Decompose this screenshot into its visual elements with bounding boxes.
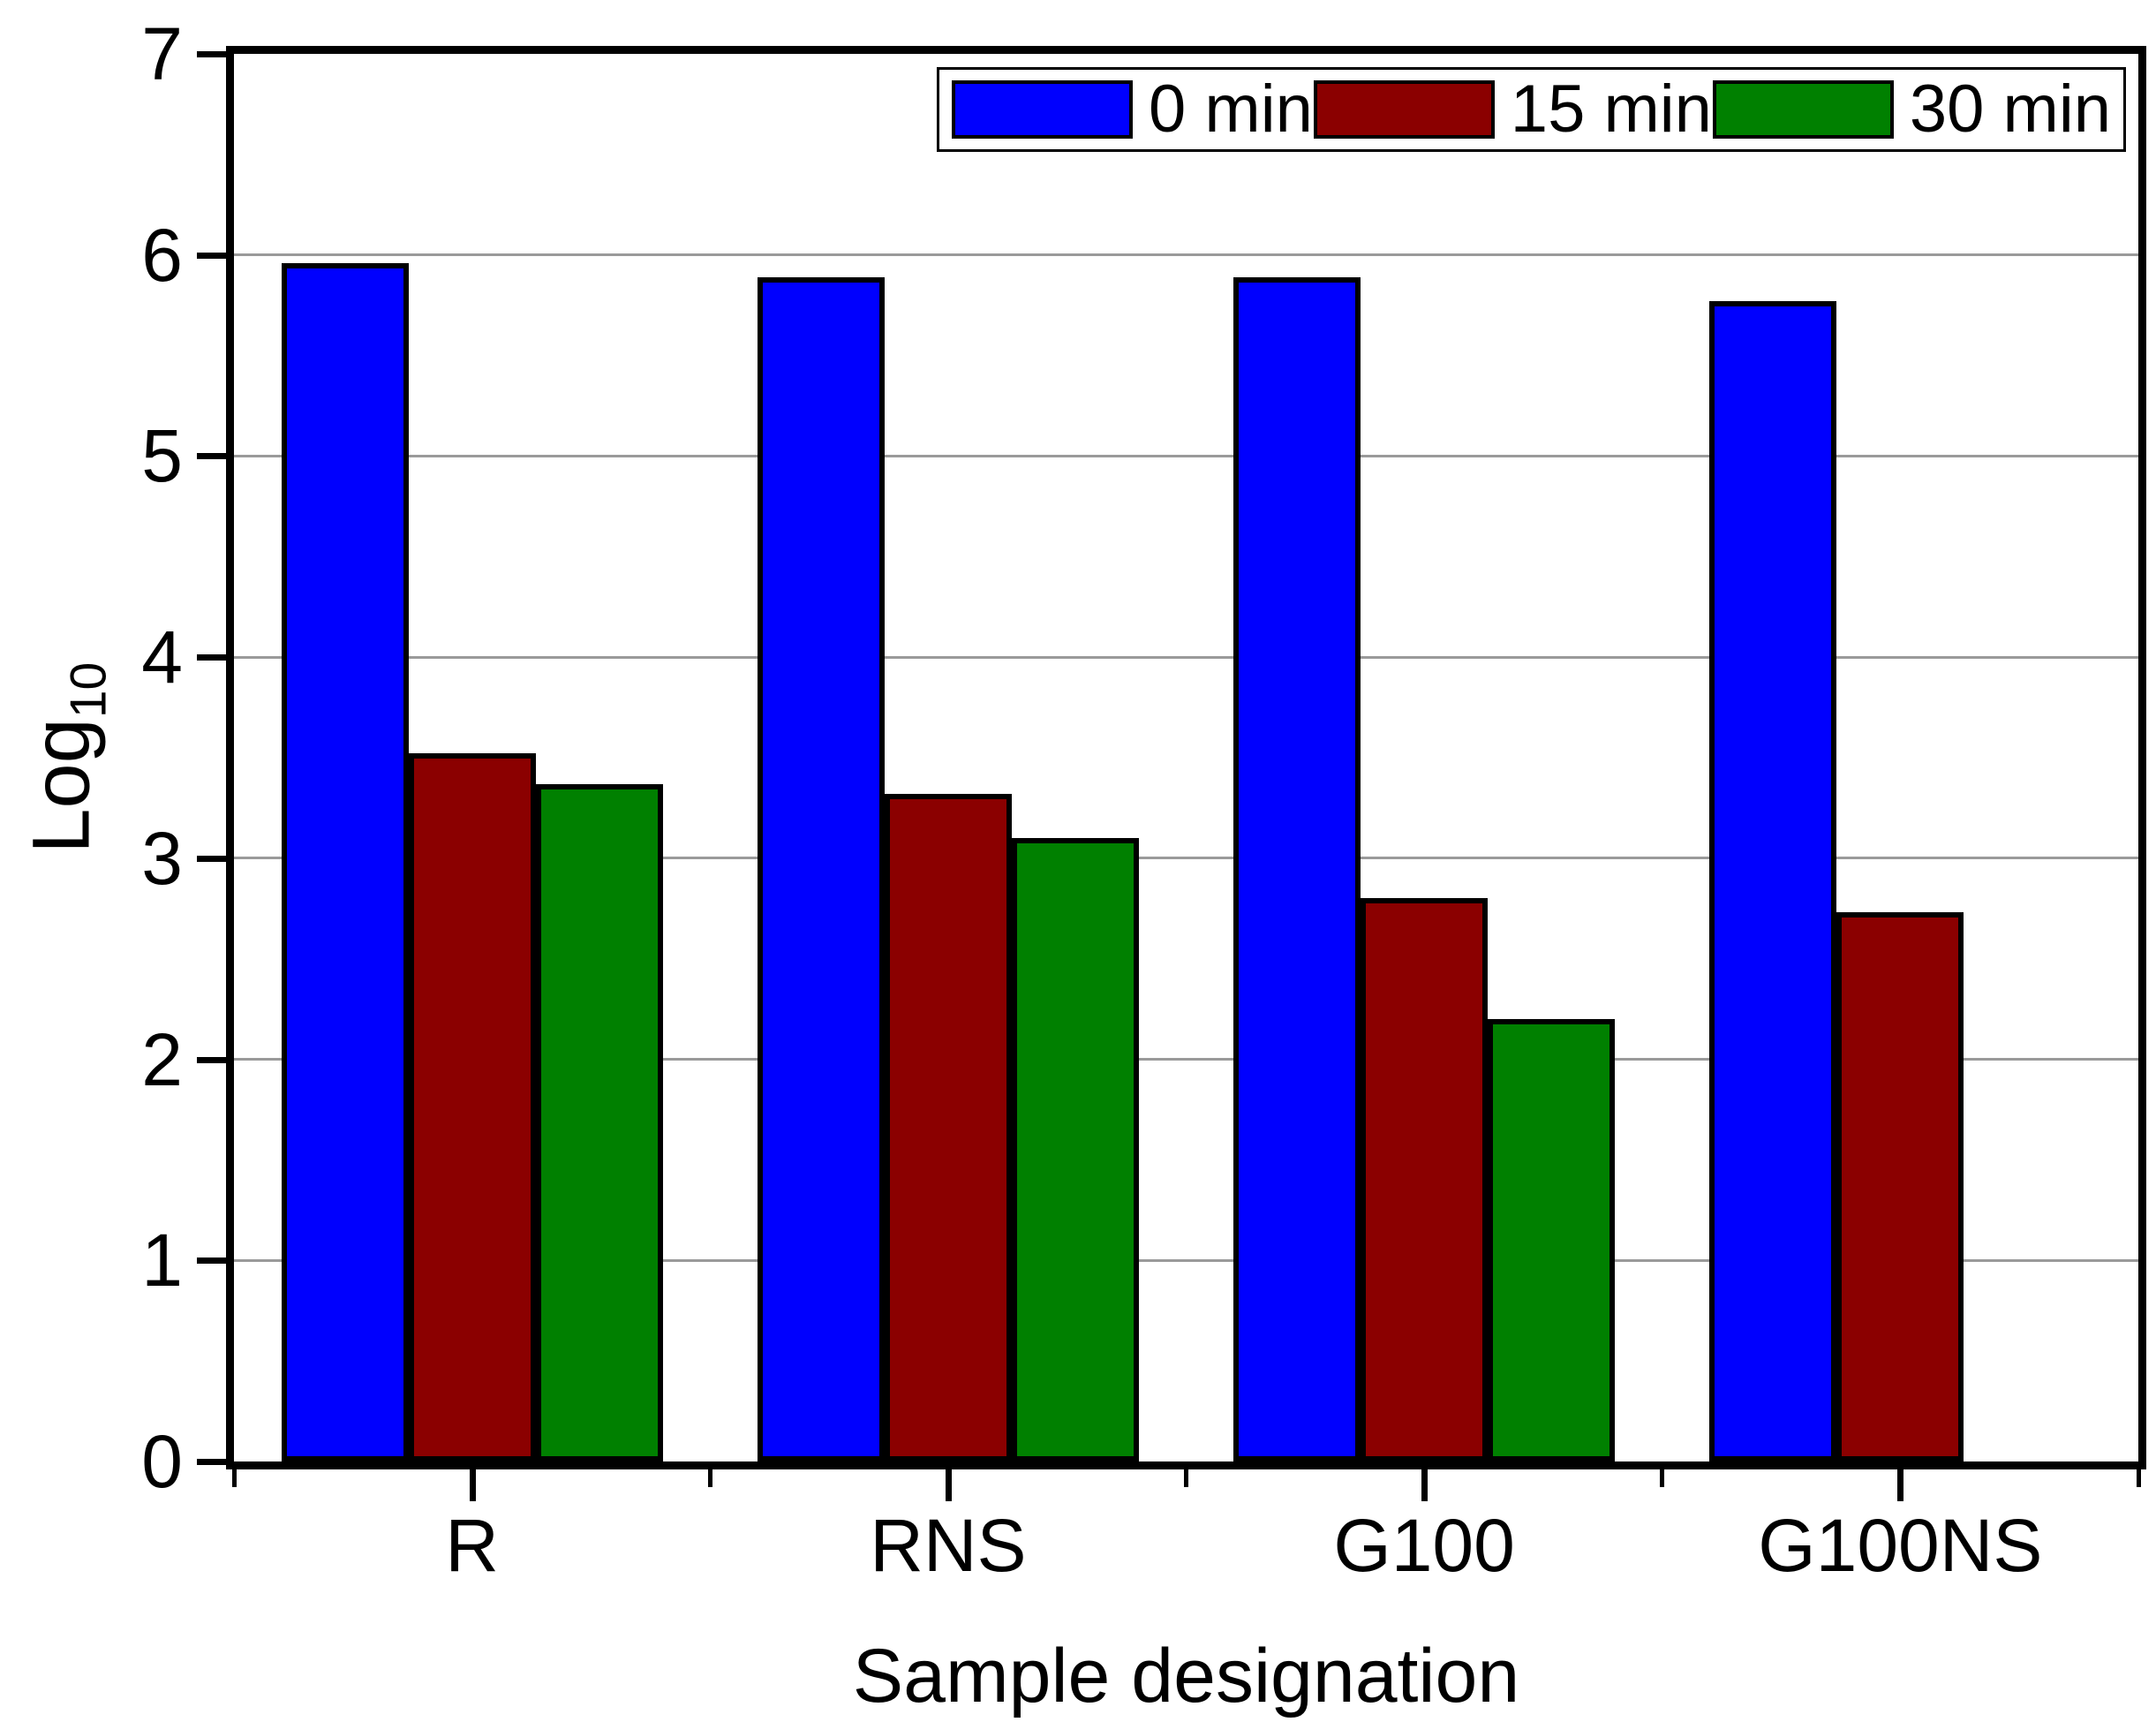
gridline-y1 <box>234 1258 2138 1262</box>
gridline-y5 <box>234 454 2138 457</box>
y-tick-5 <box>197 453 226 460</box>
x-tick-minor-3 <box>1660 1469 1665 1487</box>
x-category-label-G100: G100 <box>1333 1504 1515 1587</box>
x-tick-major-RNS <box>945 1469 952 1501</box>
bar-30min-G100 <box>1488 1019 1616 1461</box>
y-tick-label-2: 2 <box>141 1017 183 1101</box>
x-tick-minor-4 <box>2136 1469 2141 1487</box>
x-tick-major-G100NS <box>1897 1469 1904 1501</box>
gridline-y2 <box>234 1058 2138 1061</box>
y-tick-label-6: 6 <box>141 213 183 297</box>
x-axis-title: Sample designation <box>852 1634 1520 1718</box>
plot-area <box>226 46 2146 1469</box>
x-tick-major-G100 <box>1421 1469 1429 1501</box>
y-tick-7 <box>197 51 226 57</box>
legend-label-30min: 30 min <box>1909 72 2111 147</box>
gridline-y6 <box>234 253 2138 257</box>
y-tick-label-1: 1 <box>141 1219 183 1303</box>
legend-entry-0min: 0 min <box>952 76 1313 143</box>
bar-0min-G100NS <box>1709 301 1837 1461</box>
y-tick-2 <box>197 1056 226 1063</box>
y-tick-label-3: 3 <box>141 816 183 900</box>
legend-swatch-30min <box>1712 80 1894 139</box>
y-tick-label-7: 7 <box>141 12 183 95</box>
bar-15min-RNS <box>884 794 1012 1461</box>
bar-30min-R <box>535 784 663 1461</box>
x-tick-minor-2 <box>1184 1469 1188 1487</box>
y-tick-4 <box>197 654 226 661</box>
y-tick-label-5: 5 <box>141 414 183 498</box>
bar-0min-RNS <box>757 277 885 1461</box>
legend: 0 min 15 min 30 min <box>937 67 2126 152</box>
legend-entry-30min: 30 min <box>1712 72 2111 147</box>
gridline-y3 <box>234 857 2138 860</box>
legend-label-0min: 0 min <box>1149 72 1313 147</box>
legend-swatch-15min <box>1313 80 1495 139</box>
legend-entry-15min: 15 min <box>1313 72 1712 147</box>
plot-inner <box>234 54 2138 1461</box>
x-category-label-R: R <box>445 1504 499 1587</box>
gridline-y4 <box>234 655 2138 659</box>
y-tick-0 <box>197 1459 226 1465</box>
legend-label-15min: 15 min <box>1510 72 1712 147</box>
x-category-label-RNS: RNS <box>870 1504 1027 1587</box>
y-tick-3 <box>197 855 226 862</box>
bar-15min-R <box>408 753 536 1461</box>
legend-swatch-0min <box>952 80 1133 139</box>
bar-0min-R <box>281 263 409 1461</box>
bar-0min-G100 <box>1233 277 1361 1461</box>
bar-30min-RNS <box>1011 838 1139 1461</box>
x-tick-minor-1 <box>707 1469 712 1487</box>
y-tick-1 <box>197 1258 226 1265</box>
x-category-label-G100NS: G100NS <box>1758 1504 2043 1587</box>
y-tick-label-0: 0 <box>141 1420 183 1503</box>
bar-15min-G100 <box>1361 898 1489 1461</box>
x-tick-major-R <box>469 1469 476 1501</box>
bar-15min-G100NS <box>1836 912 1964 1461</box>
y-tick-6 <box>197 252 226 259</box>
y-tick-label-4: 4 <box>141 616 183 699</box>
x-tick-minor-0 <box>231 1469 237 1487</box>
